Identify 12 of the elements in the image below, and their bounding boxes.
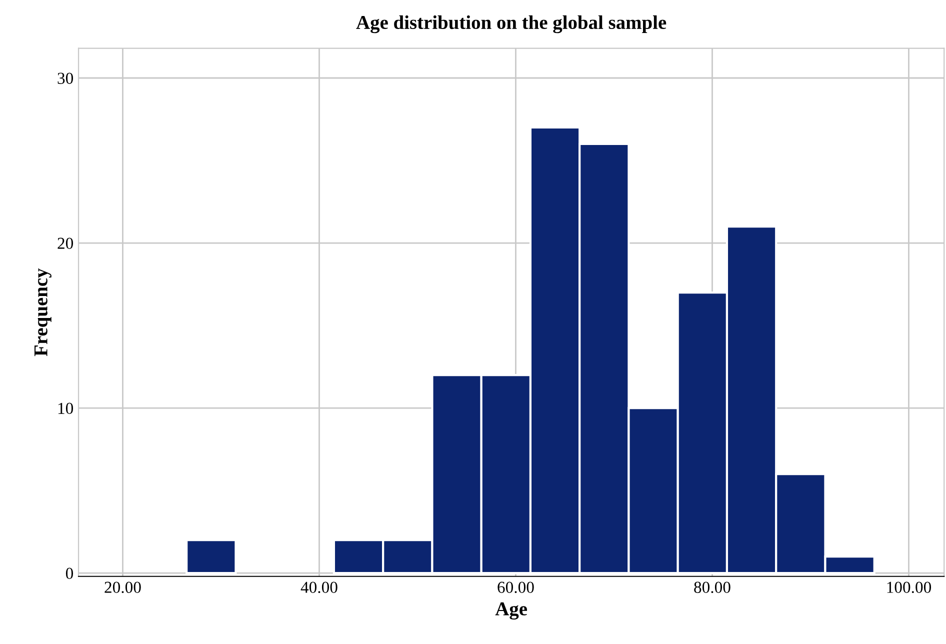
x-tick-label: 60.00 [498,582,534,594]
y-tick-label: 0 [66,568,74,580]
x-tick-label: 80.00 [694,582,730,594]
y-axis-title: Frequency [34,268,52,356]
x-axis-title: Age [495,602,528,620]
x-tick-label: 100.00 [887,582,932,594]
y-tick-label: 30 [58,72,74,84]
y-tick-label: 10 [58,402,74,414]
x-tick-label: 40.00 [300,582,338,594]
x-tick-label: 20.00 [104,582,141,594]
y-tick-label: 20 [58,238,74,249]
chart-title: Age distribution on the global sample [356,15,666,34]
